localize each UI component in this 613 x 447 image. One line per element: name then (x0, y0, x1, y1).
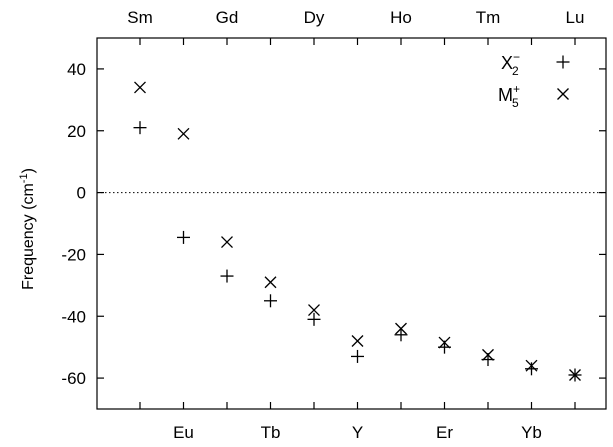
y-axis-label: Frequency (cm-1) (18, 168, 37, 290)
data-point-cross (264, 276, 277, 289)
data-point-cross (351, 335, 364, 347)
data-point-cross (395, 322, 407, 335)
data-point-cross (569, 369, 581, 381)
y-axis-label-main: Frequency (cm (20, 183, 37, 290)
data-point-plus (394, 328, 408, 342)
x-bottom-category-label: Eu (173, 423, 194, 442)
data-point-plus (177, 230, 190, 244)
data-point-cross (438, 336, 451, 349)
data-points (133, 81, 582, 382)
x-top-category-label: Ho (390, 8, 412, 27)
data-point-plus (264, 294, 277, 308)
series-2-points (134, 81, 581, 381)
data-point-cross (525, 359, 538, 372)
data-point-cross (177, 127, 190, 140)
data-point-plus (133, 121, 147, 135)
x-bottom-category-label: Tb (261, 423, 281, 442)
plot-border (96, 37, 607, 410)
x-bottom-category-label: Yb (521, 423, 542, 442)
data-point-cross (482, 348, 494, 361)
legend-marker-plus (556, 55, 570, 69)
x-bottom-category-label: Y (352, 423, 363, 442)
legend-marker-cross (557, 88, 569, 100)
x-top-category-label: Lu (566, 8, 585, 27)
data-point-plus (307, 312, 321, 326)
y-tick-label: 0 (77, 184, 86, 203)
y-tick-label: 40 (67, 60, 86, 79)
data-point-cross (308, 304, 320, 317)
data-point-plus (220, 269, 234, 283)
y-tick-label: 20 (67, 122, 86, 141)
legend: X− 2M+ 5 (498, 50, 570, 110)
x-bottom-category-label: Er (436, 423, 453, 442)
y-tick-label: -60 (61, 369, 86, 388)
x-top-category-label: Sm (127, 8, 153, 27)
x-top-category-label: Dy (304, 8, 325, 27)
data-point-cross (221, 236, 233, 249)
x-top-category-label: Gd (216, 8, 239, 27)
y-axis-label-exponent: -1 (18, 173, 30, 183)
series-1-points (133, 121, 582, 382)
x-axis-ticks: Sm Gd Dy Ho Tm Lu Eu Tb Y Er Yb (127, 8, 584, 442)
y-axis-ticks: 40 20 0 -20 -40 -60 (61, 60, 606, 388)
data-point-plus (525, 362, 538, 376)
x-top-category-label: Tm (476, 8, 501, 27)
y-axis-label-close: ) (20, 168, 37, 173)
y-tick-label: -40 (61, 307, 86, 326)
data-point-cross (134, 81, 146, 94)
plot-frame (96, 37, 607, 410)
y-tick-label: -20 (61, 245, 86, 264)
data-point-plus (351, 349, 364, 363)
legend-label-series-1: X− 2 (501, 50, 520, 78)
legend-label-series-2: M+ 5 (498, 82, 520, 110)
